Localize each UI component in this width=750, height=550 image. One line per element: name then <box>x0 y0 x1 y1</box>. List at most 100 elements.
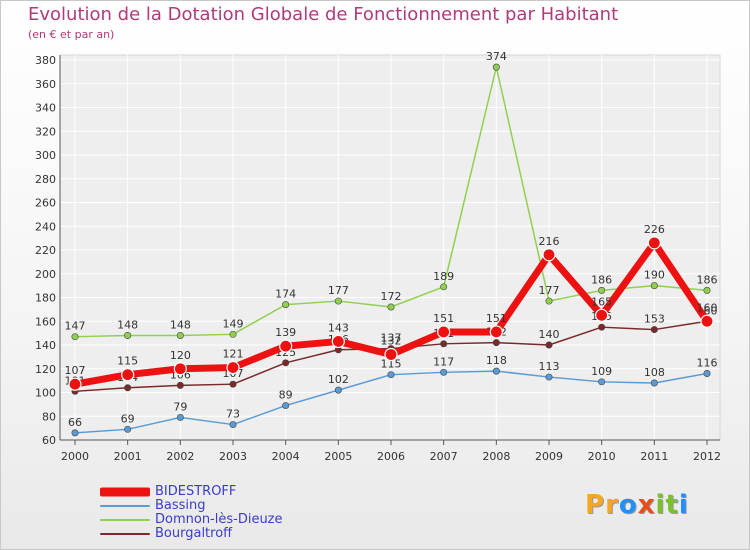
data-label-domnon-l-s-dieuze: 186 <box>697 273 718 286</box>
data-point-bourgaltroff <box>650 326 658 334</box>
data-label-domnon-l-s-dieuze: 147 <box>65 320 86 333</box>
y-tick-label: 180 <box>35 292 56 305</box>
x-tick-label: 2000 <box>61 450 89 463</box>
data-point-bidestroff <box>700 314 714 328</box>
data-point-domnon-l-s-dieuze <box>703 286 711 294</box>
data-label-bassing: 102 <box>328 373 349 386</box>
data-label-bassing: 109 <box>591 365 612 378</box>
data-point-bidestroff <box>542 248 556 262</box>
logo-letter: i <box>678 490 689 520</box>
data-label-domnon-l-s-dieuze: 149 <box>223 317 244 330</box>
data-point-bidestroff <box>279 339 293 353</box>
data-point-bourgaltroff <box>545 341 553 349</box>
data-point-bassing <box>545 373 553 381</box>
y-tick-label: 360 <box>35 78 56 91</box>
data-label-domnon-l-s-dieuze: 186 <box>591 273 612 286</box>
data-point-domnon-l-s-dieuze <box>387 303 395 311</box>
y-tick-label: 340 <box>35 102 56 115</box>
x-tick-label: 2004 <box>272 450 300 463</box>
data-point-bidestroff <box>437 325 451 339</box>
data-label-domnon-l-s-dieuze: 177 <box>328 284 349 297</box>
data-point-bourgaltroff <box>176 381 184 389</box>
data-point-bassing <box>176 413 184 421</box>
data-label-bidestroff: 107 <box>65 364 86 377</box>
data-point-domnon-l-s-dieuze <box>334 297 342 305</box>
data-point-bassing <box>282 402 290 410</box>
y-tick-label: 300 <box>35 149 56 162</box>
data-label-domnon-l-s-dieuze: 148 <box>117 319 138 332</box>
data-point-bassing <box>334 386 342 394</box>
data-label-bassing: 113 <box>539 360 560 373</box>
data-point-bidestroff <box>647 236 661 250</box>
data-label-bassing: 89 <box>279 389 293 402</box>
logo-letter: t <box>665 490 679 520</box>
x-tick-label: 2008 <box>482 450 510 463</box>
data-point-bassing <box>71 429 79 437</box>
data-point-domnon-l-s-dieuze <box>176 331 184 339</box>
legend-label-bassing: Bassing <box>155 498 206 513</box>
data-point-bassing <box>440 368 448 376</box>
data-point-bassing <box>703 369 711 377</box>
x-tick-label: 2012 <box>693 450 721 463</box>
data-point-bassing <box>124 425 132 433</box>
y-tick-label: 380 <box>35 54 56 67</box>
y-tick-label: 80 <box>42 410 56 423</box>
data-point-bidestroff <box>68 377 82 391</box>
chart-title: Evolution de la Dotation Globale de Fonc… <box>28 4 619 25</box>
data-label-bassing: 108 <box>644 366 665 379</box>
data-point-bassing <box>492 367 500 375</box>
data-point-bidestroff <box>226 360 240 375</box>
data-label-bidestroff: 165 <box>591 295 612 308</box>
data-label-bidestroff: 216 <box>539 235 560 248</box>
data-label-bidestroff: 139 <box>275 326 296 339</box>
y-tick-label: 260 <box>35 197 56 210</box>
x-tick-label: 2005 <box>324 450 352 463</box>
data-point-bassing <box>650 379 658 387</box>
y-tick-label: 120 <box>35 363 56 376</box>
data-label-domnon-l-s-dieuze: 374 <box>486 50 507 63</box>
logo-letter: x <box>637 490 656 520</box>
legend-swatch-bourgaltroff <box>100 533 150 535</box>
x-tick-label: 2007 <box>430 450 458 463</box>
data-point-domnon-l-s-dieuze <box>650 282 658 290</box>
y-tick-label: 220 <box>35 244 56 257</box>
data-point-domnon-l-s-dieuze <box>71 333 79 341</box>
legend-swatch-bassing <box>100 505 150 507</box>
y-tick-label: 60 <box>42 434 56 447</box>
data-label-bourgaltroff: 137 <box>381 332 402 345</box>
data-label-bourgaltroff: 140 <box>539 328 560 341</box>
data-label-domnon-l-s-dieuze: 148 <box>170 319 191 332</box>
data-label-bidestroff: 132 <box>381 335 402 348</box>
x-tick-label: 2001 <box>114 450 142 463</box>
data-point-bourgaltroff <box>229 380 237 388</box>
data-label-bassing: 73 <box>226 408 240 421</box>
x-tick-label: 2011 <box>640 450 668 463</box>
data-point-bassing <box>598 378 606 386</box>
data-point-bidestroff <box>331 334 345 349</box>
data-label-bassing: 117 <box>433 355 454 368</box>
y-tick-label: 160 <box>35 315 56 328</box>
data-label-bidestroff: 115 <box>117 355 138 368</box>
y-tick-label: 320 <box>35 125 56 138</box>
data-point-bourgaltroff <box>124 384 132 392</box>
logo-letter: o <box>618 490 638 520</box>
data-point-bidestroff <box>384 347 398 362</box>
logo-letter: P <box>585 490 606 520</box>
x-tick-label: 2009 <box>535 450 563 463</box>
data-point-bourgaltroff <box>598 323 606 331</box>
logo-letter: i <box>655 490 666 520</box>
y-tick-label: 200 <box>35 268 56 281</box>
x-tick-label: 2002 <box>166 450 194 463</box>
data-point-bidestroff <box>489 325 503 339</box>
data-label-bidestroff: 151 <box>433 312 454 325</box>
data-point-domnon-l-s-dieuze <box>229 330 237 338</box>
data-label-bassing: 118 <box>486 354 507 367</box>
data-label-bidestroff: 226 <box>644 223 665 236</box>
data-label-bidestroff: 120 <box>170 349 191 362</box>
data-point-bourgaltroff <box>440 340 448 348</box>
data-point-bourgaltroff <box>492 339 500 347</box>
data-label-domnon-l-s-dieuze: 190 <box>644 269 665 282</box>
data-label-bassing: 66 <box>68 416 82 429</box>
data-label-domnon-l-s-dieuze: 172 <box>381 290 402 303</box>
